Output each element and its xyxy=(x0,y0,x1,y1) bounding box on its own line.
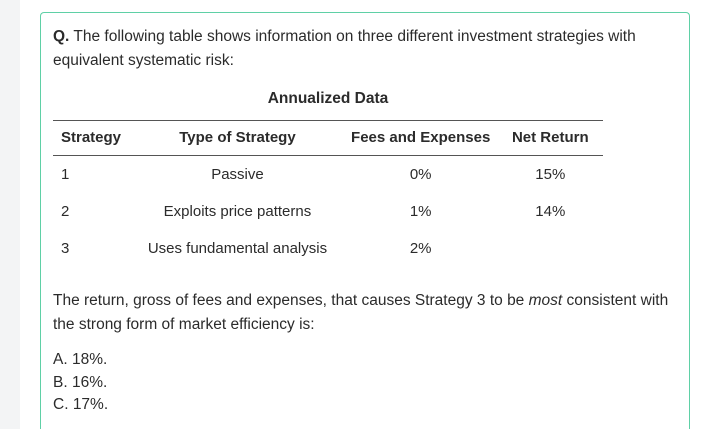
cell-strategy: 2 xyxy=(61,202,70,220)
cell-fees: 1% xyxy=(409,202,432,220)
cell-net-return: 14% xyxy=(535,202,566,220)
header-strategy: Strategy xyxy=(53,120,132,156)
question-prompt: The return, gross of fees and expenses, … xyxy=(53,289,678,337)
prompt-after: consistent with the strong form of marke… xyxy=(53,292,669,333)
table-caption: Annualized Data xyxy=(267,90,389,107)
cell-net-return: 15% xyxy=(535,165,566,183)
header-net-return: Net Return xyxy=(497,120,603,156)
question-body: The following table shows information on… xyxy=(53,28,636,69)
cell-type: Exploits price patterns xyxy=(163,202,312,220)
answer-options: A. 18%. B. 16%. C. 17%. xyxy=(53,349,108,417)
question-text: Q. The following table shows information… xyxy=(53,25,673,73)
option-text: 17%. xyxy=(72,396,109,413)
option-a[interactable]: A. 18%. xyxy=(53,349,108,372)
option-text: 18%. xyxy=(71,351,108,368)
table-row: 2 Exploits price patterns 1% 14% xyxy=(53,193,603,230)
option-letter: A. xyxy=(53,351,68,368)
cell-strategy: 3 xyxy=(61,239,70,257)
cell-type: Uses fundamental analysis xyxy=(147,239,328,257)
cell-net-return xyxy=(498,230,603,267)
option-c[interactable]: C. 17%. xyxy=(53,394,108,417)
question-label: Q. xyxy=(53,28,70,45)
option-letter: C. xyxy=(53,396,69,413)
option-text: 16%. xyxy=(71,373,108,391)
question-card: Q. The following table shows information… xyxy=(40,12,690,429)
cell-strategy: 1 xyxy=(61,165,70,183)
header-type: Type of Strategy xyxy=(131,120,344,156)
cell-fees: 2% xyxy=(409,239,432,257)
prompt-emphasis: most xyxy=(528,292,563,309)
table-header-row: Strategy Type of Strategy Fees and Expen… xyxy=(53,120,603,156)
strategy-table: Strategy Type of Strategy Fees and Expen… xyxy=(53,120,603,267)
cell-fees: 0% xyxy=(409,165,432,183)
table-row: 1 Passive 0% 15% xyxy=(53,156,603,194)
option-b[interactable]: B. 16%. xyxy=(53,372,108,395)
option-letter: B. xyxy=(53,373,68,391)
cell-type: Passive xyxy=(211,165,264,183)
table-row: 3 Uses fundamental analysis 2% xyxy=(53,230,603,267)
prompt-before: The return, gross of fees and expenses, … xyxy=(53,292,529,309)
header-fees: Fees and Expenses xyxy=(343,120,498,156)
